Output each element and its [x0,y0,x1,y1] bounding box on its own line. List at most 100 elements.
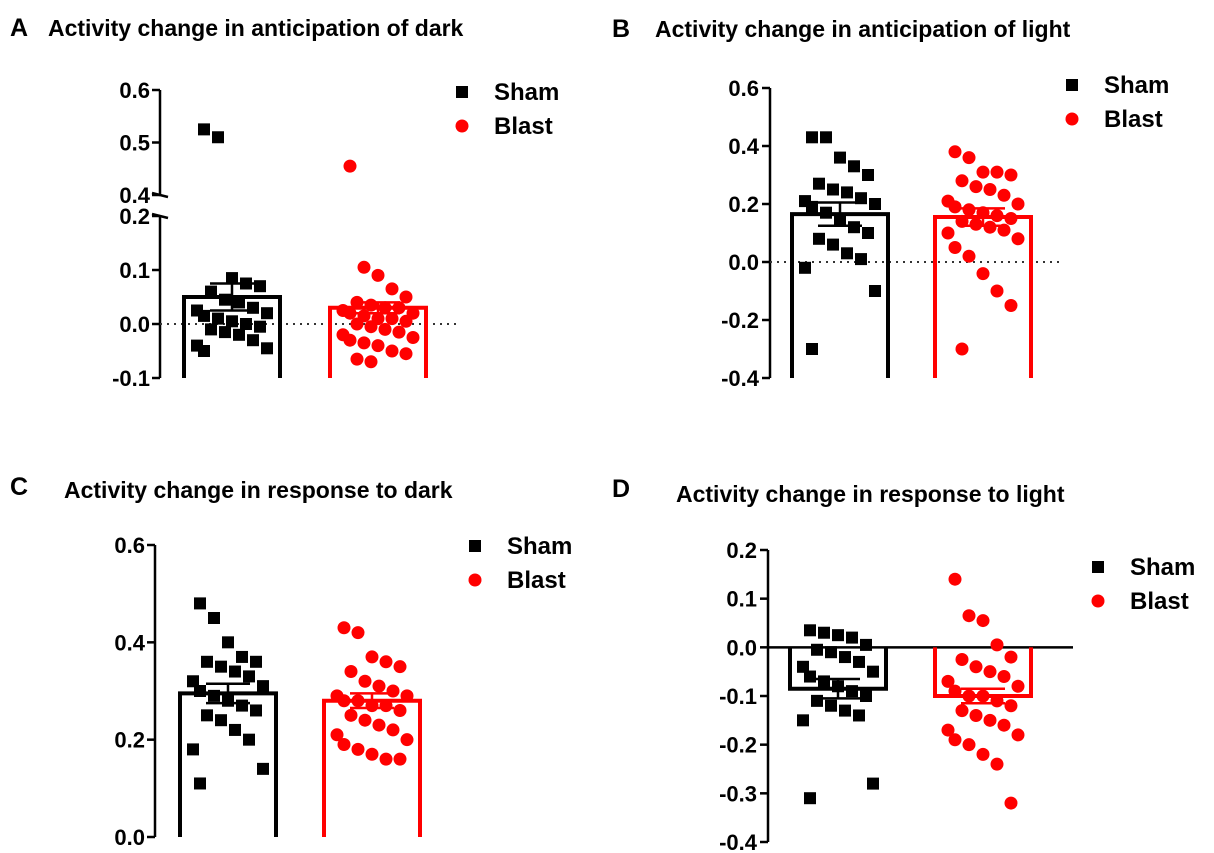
data-point-blast [364,320,378,334]
y-tick-label: -0.1 [112,366,150,391]
data-point-blast [351,742,365,756]
data-point-blast [962,689,976,703]
data-point-blast [990,694,1004,708]
data-point-blast [386,723,400,737]
data-point-sham [825,699,837,712]
data-point-sham [233,328,245,341]
data-point-blast [948,241,962,254]
data-point-blast [976,614,990,628]
data-point-sham [818,675,830,688]
data-point-sham [254,320,266,333]
data-point-sham [229,723,241,736]
data-point-sham [820,206,832,219]
data-point-blast [1011,728,1025,742]
y-tick-label: 0.2 [728,192,759,217]
data-point-blast [948,733,962,747]
data-point-blast [337,621,351,635]
data-point-blast [997,188,1011,202]
panel-title: Activity change in anticipation of light [655,16,1071,42]
legend-marker-blast [1065,112,1079,126]
legend-label-sham: Sham [494,79,559,106]
data-point-sham [205,323,217,336]
y-tick-label: 0.0 [114,825,145,850]
data-point-blast [385,282,399,296]
data-point-blast [351,694,365,708]
data-point-blast [343,159,357,173]
data-point-sham [212,131,224,144]
data-point-sham [862,169,874,181]
legend-marker-sham [456,86,468,98]
data-point-blast [399,290,413,304]
data-point-sham [222,694,234,707]
data-point-sham [799,261,811,274]
legend-label-blast: Blast [507,567,566,594]
legend-label-blast: Blast [1130,588,1189,615]
data-point-blast [393,752,407,766]
data-point-blast [948,684,962,698]
data-point-sham [827,238,839,251]
data-point-sham [250,704,262,717]
data-point-sham [867,777,879,790]
data-point-sham [797,660,809,673]
data-point-sham [848,160,860,173]
panel-title: Activity change in response to light [676,481,1065,507]
chart-panel-b: B Activity change in anticipation of ligh… [612,15,1169,391]
legend-marker-blast [468,573,482,587]
data-point-sham [848,221,860,234]
data-point-sham [187,743,199,756]
data-point-sham [250,655,262,668]
y-tick-label: 0.4 [114,630,145,655]
panel-title: Activity change in anticipation of dark [48,15,464,41]
data-point-sham [839,651,851,664]
data-point-blast [400,689,414,703]
data-point-blast [385,312,399,326]
data-point-blast [393,703,407,717]
data-point-sham [855,253,867,266]
data-point-sham [194,597,206,610]
data-point-sham [219,326,231,339]
data-point-sham [257,680,269,693]
data-point-blast [955,653,969,666]
data-point-blast [357,336,371,350]
data-point-sham [229,665,241,678]
data-point-sham [226,272,238,285]
data-point-blast [1004,650,1018,664]
data-point-sham [804,792,816,805]
y-tick-label: -0.2 [719,733,757,758]
y-tick-label: 0.1 [726,587,757,612]
legend-label-sham: Sham [1130,554,1195,581]
data-point-sham [834,212,846,225]
legend-marker-blast [455,119,469,133]
data-point-blast [378,322,392,336]
y-tick-label: 0.5 [119,131,150,156]
data-point-sham [212,312,224,325]
data-point-blast [1004,796,1018,810]
data-point-blast [392,325,406,339]
y-tick-label: 0.2 [119,204,150,229]
data-point-blast [962,609,976,623]
data-point-sham [846,685,858,698]
data-point-blast [969,180,983,194]
data-point-sham [818,626,830,639]
data-point-blast [350,295,364,309]
data-point-sham [208,689,220,702]
data-point-blast [365,650,379,664]
data-point-sham [201,709,213,722]
data-point-blast [1004,168,1018,182]
data-point-sham [860,690,872,702]
data-point-blast [337,694,351,708]
panel-title: Activity change in response to dark [64,477,453,503]
data-point-blast [350,317,364,331]
data-point-blast [997,718,1011,732]
data-point-blast [400,733,414,747]
data-point-sham [841,247,853,260]
y-tick-label: 0.6 [119,78,150,103]
bar-blast [322,698,422,837]
y-tick-label: -0.4 [719,830,758,853]
data-point-blast [379,752,393,766]
data-point-sham [806,131,818,144]
data-point-blast [990,638,1004,652]
data-point-sham [219,293,231,306]
data-point-blast [386,684,400,698]
data-point-blast [969,708,983,722]
